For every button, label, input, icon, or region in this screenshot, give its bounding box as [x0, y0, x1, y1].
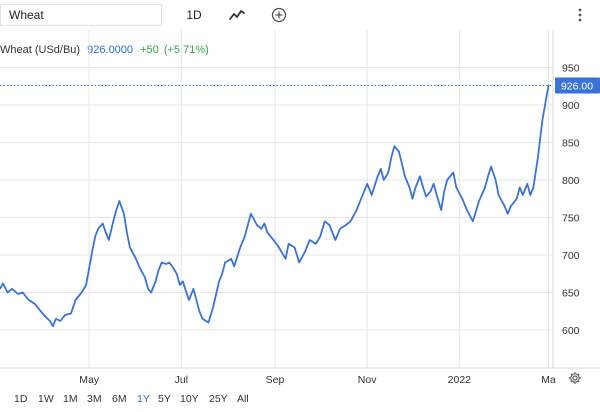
period-6m[interactable]: 6M [112, 393, 127, 405]
y-tick-label: 950 [562, 63, 580, 75]
y-tick-label: 750 [562, 213, 580, 225]
y-tick-label: 850 [562, 138, 580, 150]
period-all[interactable]: All [237, 393, 249, 405]
y-tick-label: 800 [562, 175, 580, 187]
x-tick-label: Nov [358, 374, 377, 386]
y-tick-label: 600 [562, 325, 580, 337]
symbol-search-input[interactable] [0, 4, 162, 26]
toolbar: 1D [0, 0, 600, 30]
x-tick-label: Jul [175, 374, 188, 386]
x-tick-label: May [79, 374, 100, 386]
y-tick-label: 700 [562, 250, 580, 262]
x-tick-label: 2022 [448, 374, 472, 386]
line-chart-icon[interactable] [226, 4, 248, 26]
interval-button[interactable]: 1D [186, 8, 202, 22]
period-5y[interactable]: 5Y [158, 393, 171, 405]
period-selector: 1D 1W 1M 3M 6M 1Y 5Y 10Y 25Y All [0, 393, 600, 409]
price-change: +50 [140, 44, 159, 56]
period-1d[interactable]: 1D [14, 393, 28, 405]
last-price-badge [555, 77, 600, 94]
period-3m[interactable]: 3M [87, 393, 102, 405]
gear-icon[interactable] [568, 371, 582, 385]
period-1m[interactable]: 1M [63, 393, 78, 405]
instrument-name: Wheat (USd/Bu) [0, 44, 81, 56]
x-tick-label: Ma [541, 374, 556, 386]
period-25y[interactable]: 25Y [209, 393, 228, 405]
x-tick-label: Sep [266, 374, 285, 386]
period-10y[interactable]: 10Y [180, 393, 199, 405]
y-tick-label: 650 [562, 288, 580, 300]
quote-header: Wheat (USd/Bu) 926.0000 +50 (+5.71%) [0, 44, 209, 56]
period-1y[interactable]: 1Y [137, 393, 150, 405]
period-1w[interactable]: 1W [38, 393, 54, 405]
last-price-label: 926.00 [561, 81, 593, 93]
price-value: 926.0000 [87, 44, 134, 56]
plus-circle-icon[interactable] [268, 4, 290, 26]
price-change-percent: (+5.71%) [163, 44, 209, 56]
price-series-line[interactable] [0, 84, 550, 328]
vertical-dots-icon[interactable] [574, 4, 586, 26]
y-tick-label: 900 [562, 100, 580, 112]
